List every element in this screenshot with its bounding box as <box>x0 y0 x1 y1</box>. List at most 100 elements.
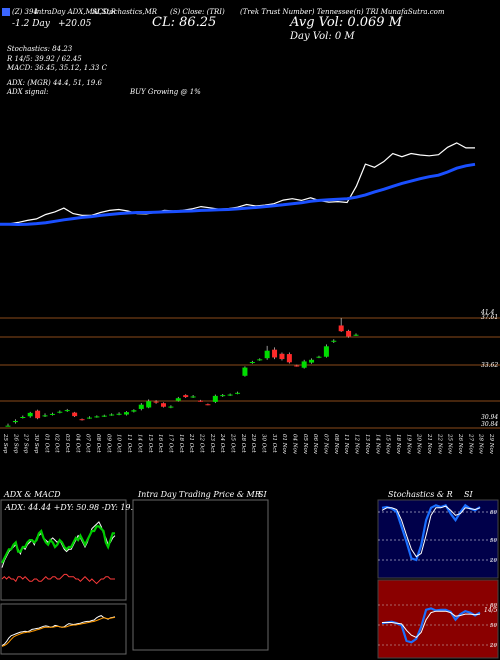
candle-body <box>86 417 92 419</box>
candle-x-label: 16 Oct <box>157 434 163 453</box>
candle-body <box>94 416 100 418</box>
intraday-panel-title-right: SI <box>258 490 267 499</box>
candle-body <box>220 395 226 397</box>
header-avg-vol: Avg Vol: 0.069 M <box>290 15 403 30</box>
candle-x-label: 26 Nov <box>457 433 463 455</box>
candle-body <box>5 425 11 427</box>
candle-body <box>198 400 204 402</box>
price-series-line <box>0 142 475 226</box>
candle-x-label: 01 Nov <box>281 434 287 455</box>
candle-x-label: 02 Oct <box>54 434 60 453</box>
macd-series-line <box>1 616 116 647</box>
candle-body <box>190 396 196 398</box>
candle-x-label: 27 Sep <box>23 433 29 454</box>
macd-readout: MACD: 36.45, 35.12, 1.33 C <box>7 64 107 72</box>
candle-y-tick: 30.84 <box>481 421 498 428</box>
intraday-panel <box>132 499 269 651</box>
candle-body <box>272 349 278 358</box>
candle-body <box>116 413 122 415</box>
adx-readout: ADX: (MGR) 44.4, 51, 19.6 <box>7 79 102 87</box>
candle-x-label: 29 Oct <box>250 433 256 453</box>
candle-body <box>35 410 41 419</box>
candle-body <box>183 395 189 398</box>
candle-body <box>286 354 292 363</box>
candle-x-label: 23 Oct <box>209 433 215 453</box>
candle-body <box>249 362 255 363</box>
candle-body <box>294 365 300 367</box>
adx-series-line <box>1 573 115 585</box>
candle-x-label: 03 Oct <box>64 434 70 453</box>
candle-x-label: 07 Oct <box>85 434 91 453</box>
macd-lines <box>1 615 116 647</box>
candle-body <box>79 419 85 421</box>
candle-x-label: 06 Nov <box>312 434 318 455</box>
candle-x-label: 05 Nov <box>302 434 308 455</box>
candle-y-tick: 30.94 <box>481 414 498 421</box>
candle-x-label: 15 Nov <box>385 434 391 455</box>
candle-body <box>316 356 322 358</box>
candle-x-label: 09 Oct <box>105 434 111 453</box>
candle-body <box>49 413 55 415</box>
adx-signal: BUY Growing @ 1% <box>130 88 201 96</box>
candle-x-label: 01 Oct <box>43 434 49 453</box>
candle-x-label: 24 Oct <box>219 433 225 453</box>
candle-body <box>175 398 181 401</box>
r-y-tick: 20 <box>489 643 497 649</box>
stochastics-series-line <box>381 503 481 562</box>
candle-body <box>57 411 63 413</box>
candle-x-label: 25 Sep <box>2 433 8 454</box>
header-cl: CL: 86.25 <box>152 15 217 30</box>
candle-x-label: 20 Nov <box>416 433 422 455</box>
candle-body <box>146 401 152 408</box>
candle-x-label: 14 Oct <box>136 434 142 453</box>
candle-x-label: 19 Nov <box>405 434 411 455</box>
candle-body <box>264 350 270 359</box>
candle-x-label: 18 Oct <box>178 434 184 453</box>
candle-x-label: 12 Nov <box>354 434 360 455</box>
stochastics-y-tick: 50 <box>490 538 497 544</box>
candle-x-label: 29 Nov <box>488 433 494 455</box>
price-line-chart <box>0 142 476 227</box>
stochastics-y-tick: 80 <box>490 510 497 516</box>
candle-body <box>301 361 307 368</box>
candle-body <box>109 414 115 416</box>
candle-x-label: 08 Nov <box>333 434 339 455</box>
r-panel-label: 14/5 <box>484 607 498 614</box>
candle-body <box>42 415 48 417</box>
candle-x-labels: 25 Sep 26 Sep 27 Sep 30 Sep 01 Oct 02 Oct 03 O… <box>2 433 494 455</box>
candle-x-label: 10 Oct <box>116 434 122 453</box>
candle-body <box>346 330 352 337</box>
candle-x-label: 18 Nov <box>395 434 401 455</box>
r-series-line <box>382 610 481 638</box>
stochastics-y-tick: 20 <box>489 558 497 564</box>
candle-body <box>279 353 285 360</box>
header-stochastics: SI,Stochastics,MR <box>92 8 158 16</box>
candle-body <box>257 359 263 361</box>
candle-x-label: 30 Oct <box>261 434 267 453</box>
candle-x-label: 15 Oct <box>147 434 153 453</box>
candle-body <box>323 346 329 357</box>
candle-x-label: 21 Nov <box>426 433 432 455</box>
candle-body <box>160 403 166 407</box>
adx-panel-title: ADX & MACD <box>3 490 61 499</box>
candle-body <box>242 367 248 376</box>
candle-body <box>227 394 233 396</box>
stochastics-series-line <box>381 505 481 558</box>
adx-panel-subtitle: ADX: 44.44 +DY: 50.98 -DY: 19.61 <box>4 503 143 512</box>
stochastics-panel-title: Stochastics & R <box>388 490 453 499</box>
candle-x-label: 25 Nov <box>447 433 453 455</box>
header-day: -1.2 Day <box>12 19 50 29</box>
candle-x-label: 26 Sep <box>12 433 18 454</box>
stochastics-readout: Stochastics: 84.23 <box>7 45 73 53</box>
intraday-panel-title: Intra Day Trading Price & MR <box>137 490 261 499</box>
candle-body <box>309 359 315 363</box>
r-grid: 80 50 20 <box>378 603 498 649</box>
candle-x-label: 04 Nov <box>292 434 298 455</box>
header-day-vol: Day Vol: 0 M <box>290 31 355 42</box>
candle-body <box>235 392 241 394</box>
header-close: (S) Close: (TRI) <box>170 8 225 16</box>
candle-x-label: 17 Oct <box>167 434 173 453</box>
candle-x-label: 22 Oct <box>199 433 205 453</box>
candle-x-label: 13 Nov <box>364 434 370 455</box>
